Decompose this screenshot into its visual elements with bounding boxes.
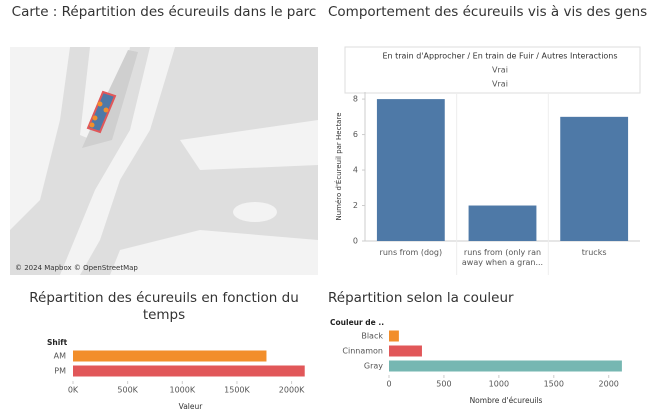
chart-title: Répartition selon la couleur bbox=[328, 290, 514, 306]
x-tick-label: trucks bbox=[581, 248, 607, 257]
y-tick-label: AM bbox=[54, 352, 66, 361]
bar bbox=[73, 350, 267, 362]
bar bbox=[389, 360, 622, 372]
y-tick-label: 0 bbox=[353, 237, 358, 246]
squirrel-dot bbox=[89, 122, 95, 128]
x-tick-label: 1500 bbox=[544, 380, 564, 389]
water bbox=[233, 202, 277, 222]
category-header: Shift bbox=[47, 338, 68, 347]
squirrel-dot bbox=[103, 107, 109, 113]
chart-title: Carte : Répartition des écureuils dans l… bbox=[11, 4, 317, 20]
x-tick-label: 500K bbox=[117, 386, 138, 395]
water bbox=[10, 47, 70, 230]
y-tick-label: 2 bbox=[353, 201, 358, 210]
x-tick-label: 0 bbox=[386, 380, 391, 389]
category-header: Couleur de .. bbox=[330, 318, 384, 327]
attribution: © 2024 Mapbox © OpenStreetMap bbox=[15, 264, 138, 272]
squirrel-dot bbox=[92, 115, 98, 121]
y-tick-label: 6 bbox=[353, 130, 358, 139]
bar bbox=[560, 116, 629, 241]
x-tick-label: 0K bbox=[68, 386, 79, 395]
bar bbox=[73, 365, 305, 377]
squirrel-dot bbox=[97, 101, 103, 107]
water bbox=[110, 230, 318, 275]
bar bbox=[389, 345, 422, 357]
y-tick-label: PM bbox=[54, 367, 66, 376]
water bbox=[60, 47, 175, 275]
bar bbox=[389, 330, 399, 342]
x-tick-label: 1000K bbox=[169, 386, 195, 395]
x-axis-label: Nombre d'écureuils bbox=[470, 396, 543, 405]
x-tick-label: 1500K bbox=[224, 386, 250, 395]
chart-title: Répartition des écureuils en fonction du… bbox=[29, 290, 299, 323]
x-tick-label: 2000K bbox=[279, 386, 305, 395]
chart-title: Comportement des écureuils vis à vis des… bbox=[328, 4, 648, 20]
park bbox=[86, 90, 117, 134]
header-frame bbox=[344, 46, 641, 94]
bar bbox=[376, 99, 445, 241]
x-tick-label: 2000 bbox=[599, 380, 619, 389]
y-tick-label: Cinnamon bbox=[342, 347, 383, 356]
header-text: En train d'Approcher / En train de Fuir … bbox=[382, 52, 617, 61]
x-tick-label: runs from (dog) bbox=[379, 248, 443, 257]
x-tick-label: 1000 bbox=[489, 380, 509, 389]
y-axis-label: Numéro d'Écureuil par Hectare bbox=[334, 112, 343, 220]
water bbox=[180, 120, 318, 170]
y-tick-label: 8 bbox=[353, 95, 358, 104]
y-tick-label: Black bbox=[361, 332, 383, 341]
x-tick-label: runs from (only ran away when a gran... bbox=[461, 248, 544, 267]
y-tick-label: 4 bbox=[353, 166, 358, 175]
x-axis-label: Valeur bbox=[179, 402, 204, 411]
y-tick-label: Gray bbox=[364, 362, 383, 371]
header-text: Vrai bbox=[492, 66, 508, 75]
header-text: Vrai bbox=[492, 80, 508, 89]
x-tick-label: 500 bbox=[436, 380, 451, 389]
bar bbox=[468, 205, 537, 241]
